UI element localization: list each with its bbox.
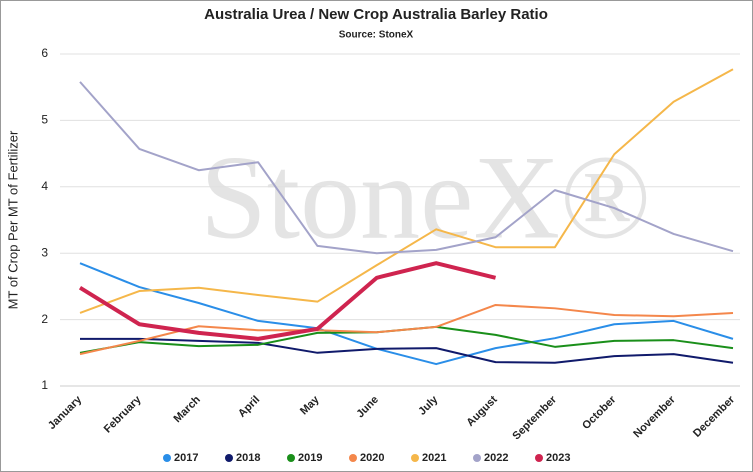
y-tick-label: 6 — [41, 46, 48, 60]
series-line — [80, 337, 734, 364]
series-line — [79, 303, 734, 356]
legend-swatch — [535, 454, 543, 462]
legend-item[interactable]: 2021 — [411, 452, 446, 464]
legend-item[interactable]: 2023 — [535, 452, 570, 464]
legend-swatch — [225, 454, 233, 462]
y-tick-label: 4 — [41, 179, 48, 193]
legend-swatch — [349, 454, 357, 462]
legend-item[interactable]: 2022 — [473, 452, 508, 464]
legend-item[interactable]: 2020 — [349, 452, 384, 464]
series-line — [78, 261, 497, 341]
chart-subtitle: Source: StoneX — [339, 30, 414, 41]
legend-label: 2020 — [360, 452, 384, 464]
y-tick-label: 2 — [41, 312, 48, 326]
legend-label: 2017 — [174, 452, 198, 464]
series-line — [79, 81, 734, 255]
legend-label: 2022 — [484, 452, 508, 464]
y-tick-label: 5 — [41, 113, 48, 127]
legend-label: 2018 — [236, 452, 260, 464]
legend-label: 2019 — [298, 452, 322, 464]
legend-item[interactable]: 2017 — [163, 452, 198, 464]
legend-swatch — [287, 454, 295, 462]
series-line — [79, 262, 734, 366]
legend-swatch — [411, 454, 419, 462]
legend-swatch — [473, 454, 481, 462]
legend-label: 2023 — [546, 452, 570, 464]
legend-label: 2021 — [422, 452, 446, 464]
legend-swatch — [163, 454, 171, 462]
watermark: StoneX® — [200, 131, 651, 264]
chart-title: Australia Urea / New Crop Australia Barl… — [204, 6, 548, 23]
y-axis-label: MT of Crop Per MT of Fertilizer — [5, 130, 20, 309]
legend-item[interactable]: 2018 — [225, 452, 260, 464]
y-tick-label: 3 — [41, 245, 48, 259]
legend-item[interactable]: 2019 — [287, 452, 322, 464]
series-line — [79, 68, 734, 314]
y-tick-label: 1 — [41, 378, 48, 392]
